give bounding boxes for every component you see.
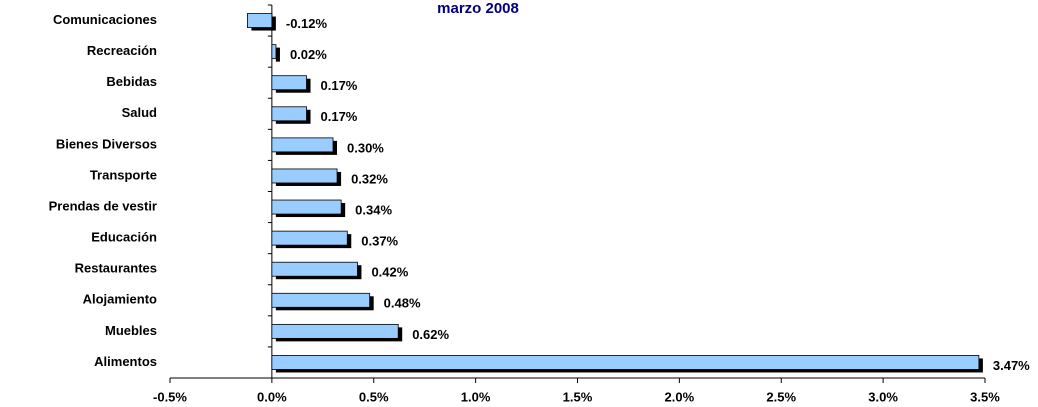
value-label: 0.42% bbox=[371, 265, 408, 280]
bar bbox=[271, 261, 358, 277]
y-tick-label: Educación bbox=[91, 230, 157, 245]
bar bbox=[271, 292, 371, 308]
x-tick-label: 0.5% bbox=[359, 389, 389, 404]
bar bbox=[271, 230, 348, 246]
bar bbox=[271, 355, 980, 370]
x-tick-label: 1.5% bbox=[563, 389, 593, 404]
value-label: 0.02% bbox=[290, 47, 327, 62]
value-label: 0.48% bbox=[384, 296, 421, 311]
y-tick-label: Transporte bbox=[90, 167, 157, 182]
x-tick-label: 3.5% bbox=[970, 389, 1000, 404]
x-tick-label: 2.0% bbox=[665, 389, 695, 404]
bar-shadow bbox=[275, 47, 280, 62]
y-tick-label: Restaurantes bbox=[75, 261, 157, 276]
y-tick-label: Bienes Diversos bbox=[56, 136, 157, 151]
value-label: 3.47% bbox=[993, 358, 1030, 373]
y-tick-label: Recreación bbox=[87, 43, 157, 58]
x-tick-label: 2.5% bbox=[766, 389, 796, 404]
bar bbox=[271, 137, 334, 153]
y-tick-label: Salud bbox=[122, 105, 157, 120]
x-tick-label: 3.0% bbox=[868, 389, 898, 404]
value-label: -0.12% bbox=[286, 16, 328, 31]
x-tick-label: 1.0% bbox=[461, 389, 491, 404]
y-tick-label: Alimentos bbox=[94, 354, 157, 369]
value-label: 0.30% bbox=[347, 140, 384, 155]
x-tick-label: -0.5% bbox=[153, 389, 187, 404]
bar bbox=[271, 75, 307, 91]
y-tick-label: Bebidas bbox=[106, 74, 157, 89]
y-tick-label: Alojamiento bbox=[83, 292, 157, 307]
value-label: 0.17% bbox=[321, 109, 358, 124]
y-tick-label: Muebles bbox=[105, 323, 157, 338]
x-tick-label: 0.0% bbox=[257, 389, 287, 404]
bar bbox=[271, 323, 399, 339]
value-label: 0.62% bbox=[412, 327, 449, 342]
y-tick-label: Comunicaciones bbox=[53, 12, 157, 27]
y-tick-label: Prendas de vestir bbox=[49, 198, 157, 213]
bar bbox=[271, 44, 277, 60]
bar bbox=[271, 168, 338, 184]
bar bbox=[247, 13, 273, 28]
bar bbox=[271, 106, 307, 122]
value-label: 0.32% bbox=[351, 171, 388, 186]
chart-title: marzo 2008 bbox=[437, 0, 519, 17]
bar bbox=[271, 199, 342, 215]
value-label: 0.17% bbox=[321, 78, 358, 93]
value-label: 0.37% bbox=[361, 234, 398, 249]
value-label: 0.34% bbox=[355, 202, 392, 217]
